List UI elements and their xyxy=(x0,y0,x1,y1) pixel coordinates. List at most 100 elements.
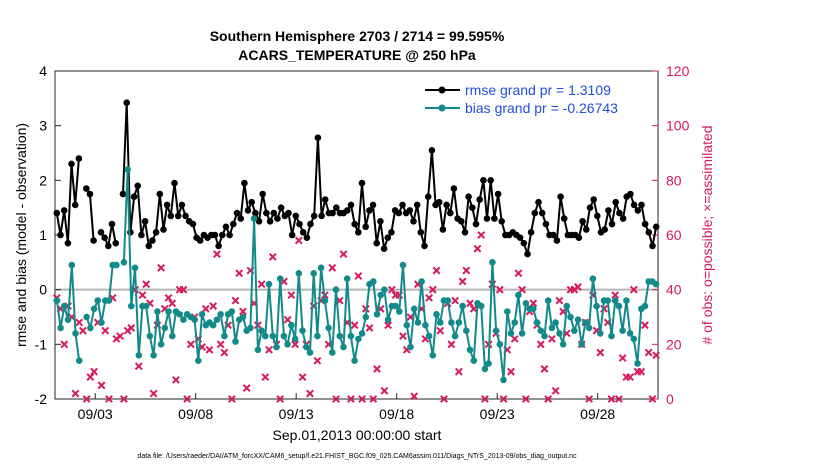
rmse-point xyxy=(215,242,222,250)
bias-point xyxy=(288,321,295,329)
obs-assimilated-marker xyxy=(283,315,292,324)
rmse-point xyxy=(421,242,428,250)
rmse-point xyxy=(252,209,259,217)
rmse-point xyxy=(233,209,241,217)
rmse-point xyxy=(652,223,660,231)
bias-point xyxy=(370,278,377,285)
bias-point xyxy=(280,332,288,340)
rmse-point xyxy=(645,229,653,236)
bias-point xyxy=(611,297,619,304)
rmse-point xyxy=(310,212,318,220)
bias-point xyxy=(619,327,626,335)
obs-assimilated-marker xyxy=(436,326,445,335)
obs-assimilated-marker xyxy=(149,389,158,398)
bias-point xyxy=(343,275,351,283)
obs-assimilated-marker xyxy=(183,395,192,403)
obs-assimilated-marker xyxy=(540,365,549,373)
obs-assimilated-marker xyxy=(544,395,553,403)
x-tick-label: 09/28 xyxy=(580,406,615,422)
legend-bias-label: bias grand pr = -0.26743 xyxy=(465,100,618,116)
rmse-point xyxy=(344,207,351,214)
rmse-point xyxy=(108,220,116,228)
bias-point xyxy=(209,321,217,329)
rmse-point xyxy=(237,215,244,222)
rmse-point xyxy=(483,215,491,222)
obs-assimilated-marker xyxy=(205,345,214,354)
rmse-point xyxy=(579,218,586,225)
obs-assimilated-marker xyxy=(447,340,456,349)
obs-assimilated-marker xyxy=(518,285,527,294)
rmse-point xyxy=(634,207,642,214)
rmse-point xyxy=(211,231,219,239)
rmse-point xyxy=(439,226,447,233)
rmse-point xyxy=(230,220,237,228)
obs-assimilated-marker xyxy=(548,334,556,343)
bias-point xyxy=(403,321,411,329)
bias-point xyxy=(582,319,589,326)
obs-assimilated-marker xyxy=(585,395,594,403)
obs-assimilated-marker xyxy=(354,272,363,280)
bias-point xyxy=(466,346,474,354)
bias-point xyxy=(90,305,98,313)
obs-assimilated-marker xyxy=(201,304,210,313)
bias-point xyxy=(157,341,165,348)
bias-point xyxy=(161,324,169,332)
obs-assimilated-marker xyxy=(551,386,560,395)
bias-point xyxy=(533,319,541,326)
bias-point xyxy=(567,313,574,321)
rmse-point xyxy=(329,209,336,217)
bias-point xyxy=(299,327,306,335)
obs-assimilated-marker xyxy=(510,334,519,343)
rmse-point xyxy=(244,207,252,214)
rmse-point xyxy=(285,209,292,217)
bias-point xyxy=(537,327,545,335)
obs-assimilated-marker xyxy=(469,304,478,313)
obs-assimilated-marker xyxy=(60,340,69,349)
obs-assimilated-marker xyxy=(481,395,489,403)
bias-point xyxy=(321,297,329,304)
rmse-point xyxy=(498,218,506,225)
obs-assimilated-marker xyxy=(574,283,582,291)
rmse-point xyxy=(417,229,425,236)
obs-assimilated-marker xyxy=(384,321,393,330)
rmse-point xyxy=(299,229,307,236)
bias-point xyxy=(626,330,634,337)
rmse-point xyxy=(369,201,377,209)
bias-point xyxy=(340,343,347,351)
bias-point xyxy=(61,302,68,310)
obs-assimilated-marker xyxy=(287,291,296,300)
obs-assimilated-marker xyxy=(265,345,273,354)
obs-assimilated-marker xyxy=(536,340,545,349)
rmse-point xyxy=(277,204,285,211)
obs-assimilated-marker xyxy=(399,332,407,341)
rmse-point xyxy=(178,201,186,209)
x-tick-label: 09/03 xyxy=(78,406,113,422)
bias-point xyxy=(384,316,392,324)
y-right-tick-label: 120 xyxy=(666,63,690,79)
obs-assimilated-marker xyxy=(209,302,218,310)
bias-point xyxy=(176,311,183,318)
obs-assimilated-marker xyxy=(86,373,95,382)
rmse-point xyxy=(516,234,524,241)
bias-point xyxy=(414,319,422,326)
y-right-tick-label: 60 xyxy=(666,227,682,243)
rmse-point xyxy=(395,209,403,217)
obs-assimilated-marker xyxy=(648,395,657,403)
rmse-point xyxy=(619,215,627,222)
bias-point xyxy=(459,302,466,310)
obs-assimilated-marker xyxy=(313,356,322,365)
rmse-point xyxy=(171,179,178,187)
bias-point xyxy=(433,311,440,318)
bias-point xyxy=(113,261,120,269)
rmse-point xyxy=(71,201,79,209)
rmse-point xyxy=(68,160,75,168)
obs-assimilated-marker xyxy=(373,365,381,373)
bias-point xyxy=(135,352,143,359)
bias-point xyxy=(254,346,262,354)
obs-assimilated-marker xyxy=(432,266,441,275)
obs-assimilated-marker xyxy=(332,395,340,403)
rmse-point xyxy=(138,231,145,239)
obs-assimilated-marker xyxy=(607,395,616,403)
bias-point xyxy=(120,259,128,266)
bias-point xyxy=(57,324,64,332)
